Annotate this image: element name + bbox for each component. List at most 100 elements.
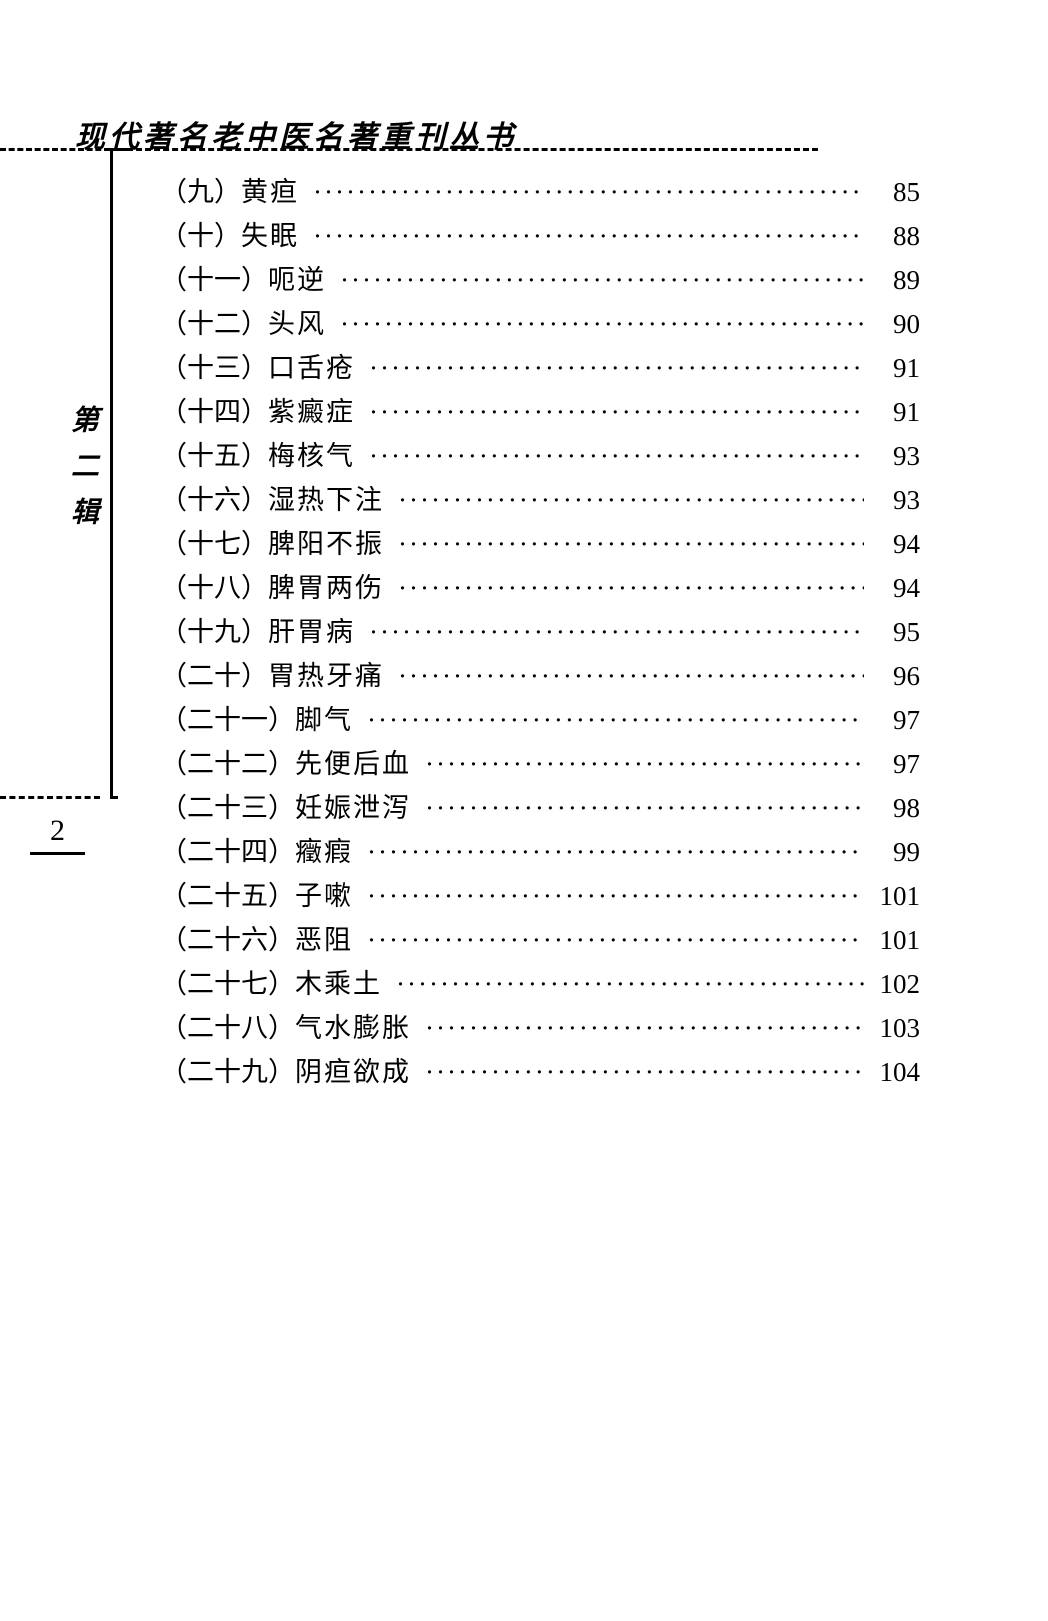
toc-page: 94	[872, 566, 920, 610]
toc-title: 先便后血	[295, 742, 411, 786]
toc-row: （十五）梅核气93	[160, 434, 920, 478]
toc-index: （二十八）	[160, 1006, 295, 1050]
toc-row: （十一）呃逆 89	[160, 258, 920, 302]
toc-leader-dots	[425, 1050, 864, 1094]
toc-page: 95	[872, 610, 920, 654]
toc-row: （十七）脾阳不振 94	[160, 522, 920, 566]
toc-leader-dots	[398, 522, 864, 566]
toc-title: 子嗽	[295, 874, 353, 918]
toc-index: （二十一）	[160, 698, 295, 742]
toc-leader-dots	[367, 874, 864, 918]
toc-row: （十三）口舌疮 91	[160, 346, 920, 390]
toc-page: 94	[872, 522, 920, 566]
toc-index: （十）	[160, 214, 241, 258]
toc-index: （十六）	[160, 478, 268, 522]
toc-page: 102	[872, 962, 920, 1006]
toc-index: （十七）	[160, 522, 268, 566]
toc-index: （二十三）	[160, 786, 295, 830]
toc-index: （九）	[160, 170, 241, 214]
toc-title: 癥瘕	[295, 830, 353, 874]
toc-index: （二十七）	[160, 962, 295, 1006]
toc-leader-dots	[425, 786, 864, 830]
footer-dash	[0, 796, 100, 799]
toc-title: 气水膨胀	[295, 1006, 411, 1050]
toc-leader-dots	[398, 654, 864, 698]
toc-page: 91	[872, 390, 920, 434]
toc-row: （十八）脾胃两伤94	[160, 566, 920, 610]
toc-leader-dots	[340, 258, 864, 302]
toc-leader-dots	[367, 918, 864, 962]
toc-leader-dots	[367, 698, 864, 742]
toc-index: （二十二）	[160, 742, 295, 786]
toc-title: 阴疸欲成	[295, 1050, 411, 1094]
toc-index: （十四）	[160, 390, 268, 434]
toc-page: 97	[872, 698, 920, 742]
toc-title: 失眠	[241, 214, 299, 258]
toc-title: 脾阳不振	[268, 522, 384, 566]
toc-title: 梅核气	[268, 434, 355, 478]
toc-title: 恶阻	[295, 918, 353, 962]
toc-index: （二十）	[160, 654, 268, 698]
toc-index: （十九）	[160, 610, 268, 654]
toc-title: 脚气	[295, 698, 353, 742]
toc-title: 脾胃两伤	[268, 566, 384, 610]
toc-index: （十二）	[160, 302, 268, 346]
toc-leader-dots	[369, 390, 864, 434]
header-dash-left	[0, 148, 110, 151]
toc-leader-dots	[398, 566, 864, 610]
header-dash-right	[118, 148, 818, 151]
toc-page: 91	[872, 346, 920, 390]
toc-leader-dots	[340, 302, 864, 346]
toc-leader-dots	[425, 1006, 864, 1050]
toc-title: 黄疸	[241, 170, 299, 214]
toc-page: 101	[872, 874, 920, 918]
toc-title: 口舌疮	[268, 346, 355, 390]
toc-leader-dots	[313, 170, 864, 214]
toc-index: （二十四）	[160, 830, 295, 874]
toc-leader-dots	[313, 214, 864, 258]
toc-page: 98	[872, 786, 920, 830]
toc-leader-dots	[396, 962, 864, 1006]
toc-leader-dots	[369, 346, 864, 390]
toc-row: （十六）湿热下注 93	[160, 478, 920, 522]
toc-index: （二十九）	[160, 1050, 295, 1094]
toc-row: （二十七）木乘土 102	[160, 962, 920, 1006]
toc-leader-dots	[369, 434, 864, 478]
toc-row: （十四）紫癜症 91	[160, 390, 920, 434]
toc-row: （九）黄疸 85	[160, 170, 920, 214]
toc-leader-dots	[369, 610, 864, 654]
toc-row: （二十六）恶阻 101	[160, 918, 920, 962]
toc-leader-dots	[367, 830, 864, 874]
toc-row: （十）失眠 88	[160, 214, 920, 258]
sidebar-frame	[110, 148, 118, 799]
toc-leader-dots	[398, 478, 864, 522]
toc-index: （二十六）	[160, 918, 295, 962]
toc-title: 胃热牙痛	[268, 654, 384, 698]
toc-page: 89	[872, 258, 920, 302]
toc-page: 88	[872, 214, 920, 258]
toc-title: 湿热下注	[268, 478, 384, 522]
toc-title: 肝胃病	[268, 610, 355, 654]
toc-page: 101	[872, 918, 920, 962]
toc-page: 96	[872, 654, 920, 698]
toc-page: 90	[872, 302, 920, 346]
toc-row: （二十）胃热牙痛 96	[160, 654, 920, 698]
toc-index: （二十五）	[160, 874, 295, 918]
toc-page: 103	[872, 1006, 920, 1050]
toc-row: （二十五）子嗽 101	[160, 874, 920, 918]
toc-row: （二十八）气水膨胀 103	[160, 1006, 920, 1050]
toc-page: 93	[872, 478, 920, 522]
toc-row: （二十一）脚气 97	[160, 698, 920, 742]
toc-page: 85	[872, 170, 920, 214]
toc-index: （十一）	[160, 258, 268, 302]
toc-title: 紫癜症	[268, 390, 355, 434]
toc-title: 木乘土	[295, 962, 382, 1006]
toc-index: （十五）	[160, 434, 268, 478]
toc-title: 妊娠泄泻	[295, 786, 411, 830]
toc-row: （二十四）癥瘕99	[160, 830, 920, 874]
page-number: 2	[30, 810, 85, 855]
toc-title: 呃逆	[268, 258, 326, 302]
sidebar-frame-corner	[110, 148, 128, 151]
toc-index: （十三）	[160, 346, 268, 390]
toc-row: （十九）肝胃病 95	[160, 610, 920, 654]
